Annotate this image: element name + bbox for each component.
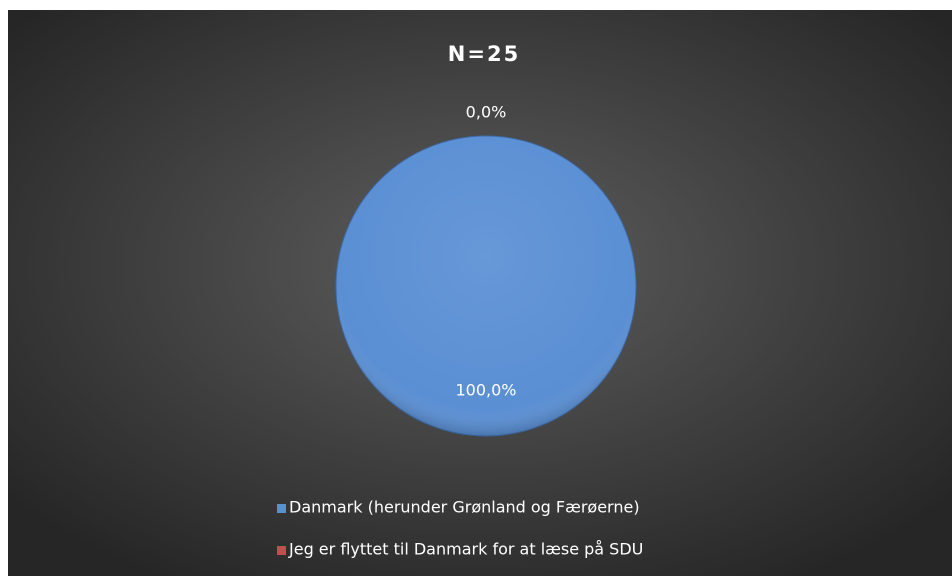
chart-title: N=25 [448,42,520,66]
data-label: 0,0% [466,103,507,122]
legend-swatch [277,504,286,513]
legend-swatch [277,546,286,555]
legend: Danmark (herunder Grønland og Færøerne) J… [277,498,643,559]
data-label: 100,0% [455,381,516,400]
legend-label: Jeg er flyttet til Danmark for at læse p… [288,540,643,559]
legend-label: Danmark (herunder Grønland og Færøerne) [289,498,640,517]
data-labels: 100,0% 0,0% [455,103,516,400]
